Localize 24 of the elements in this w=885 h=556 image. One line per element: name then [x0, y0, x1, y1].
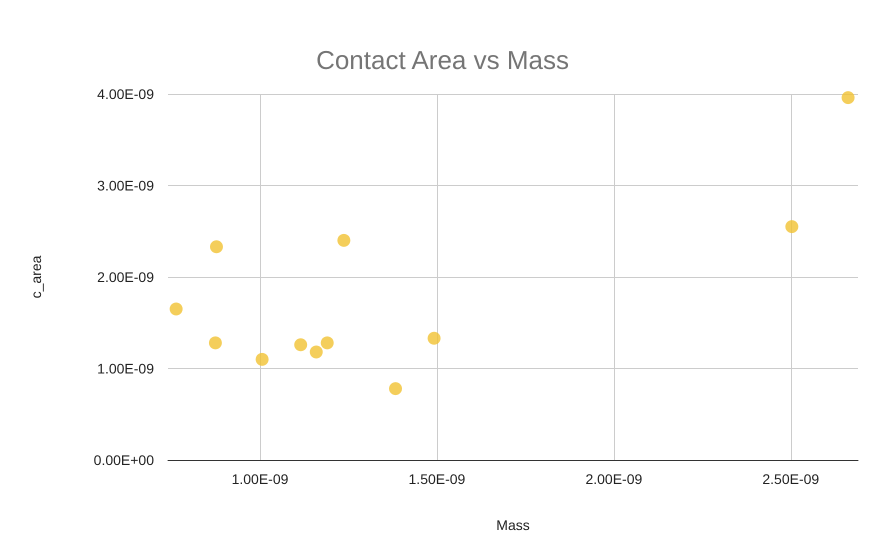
y-tick-label: 2.00E-09	[97, 269, 154, 285]
x-tick-label: 2.50E-09	[762, 471, 820, 487]
point	[208, 336, 222, 350]
point	[294, 338, 308, 352]
point	[210, 240, 223, 254]
point	[785, 220, 798, 234]
point	[310, 346, 323, 359]
x-tick-label: 1.00E-09	[232, 471, 289, 487]
y-tick-label: 3.00E-09	[97, 178, 154, 194]
chart-title: Contact Area vs Mass	[316, 45, 569, 75]
y-axis-title: c_area	[28, 255, 44, 298]
x-axis-title: Mass	[496, 517, 530, 533]
point	[428, 332, 441, 345]
point	[170, 302, 183, 316]
x-tick-label: 2.00E-09	[585, 471, 642, 487]
point	[256, 352, 269, 366]
point	[337, 234, 350, 247]
y-tick-label: 0.00E+00	[94, 452, 154, 468]
point	[389, 382, 402, 396]
y-tick-label: 1.00E-09	[97, 360, 154, 376]
y-tick-label: 4.00E-09	[97, 86, 154, 102]
x-tick-label: 1.50E-09	[408, 471, 466, 487]
point	[842, 91, 855, 104]
point	[320, 336, 334, 350]
